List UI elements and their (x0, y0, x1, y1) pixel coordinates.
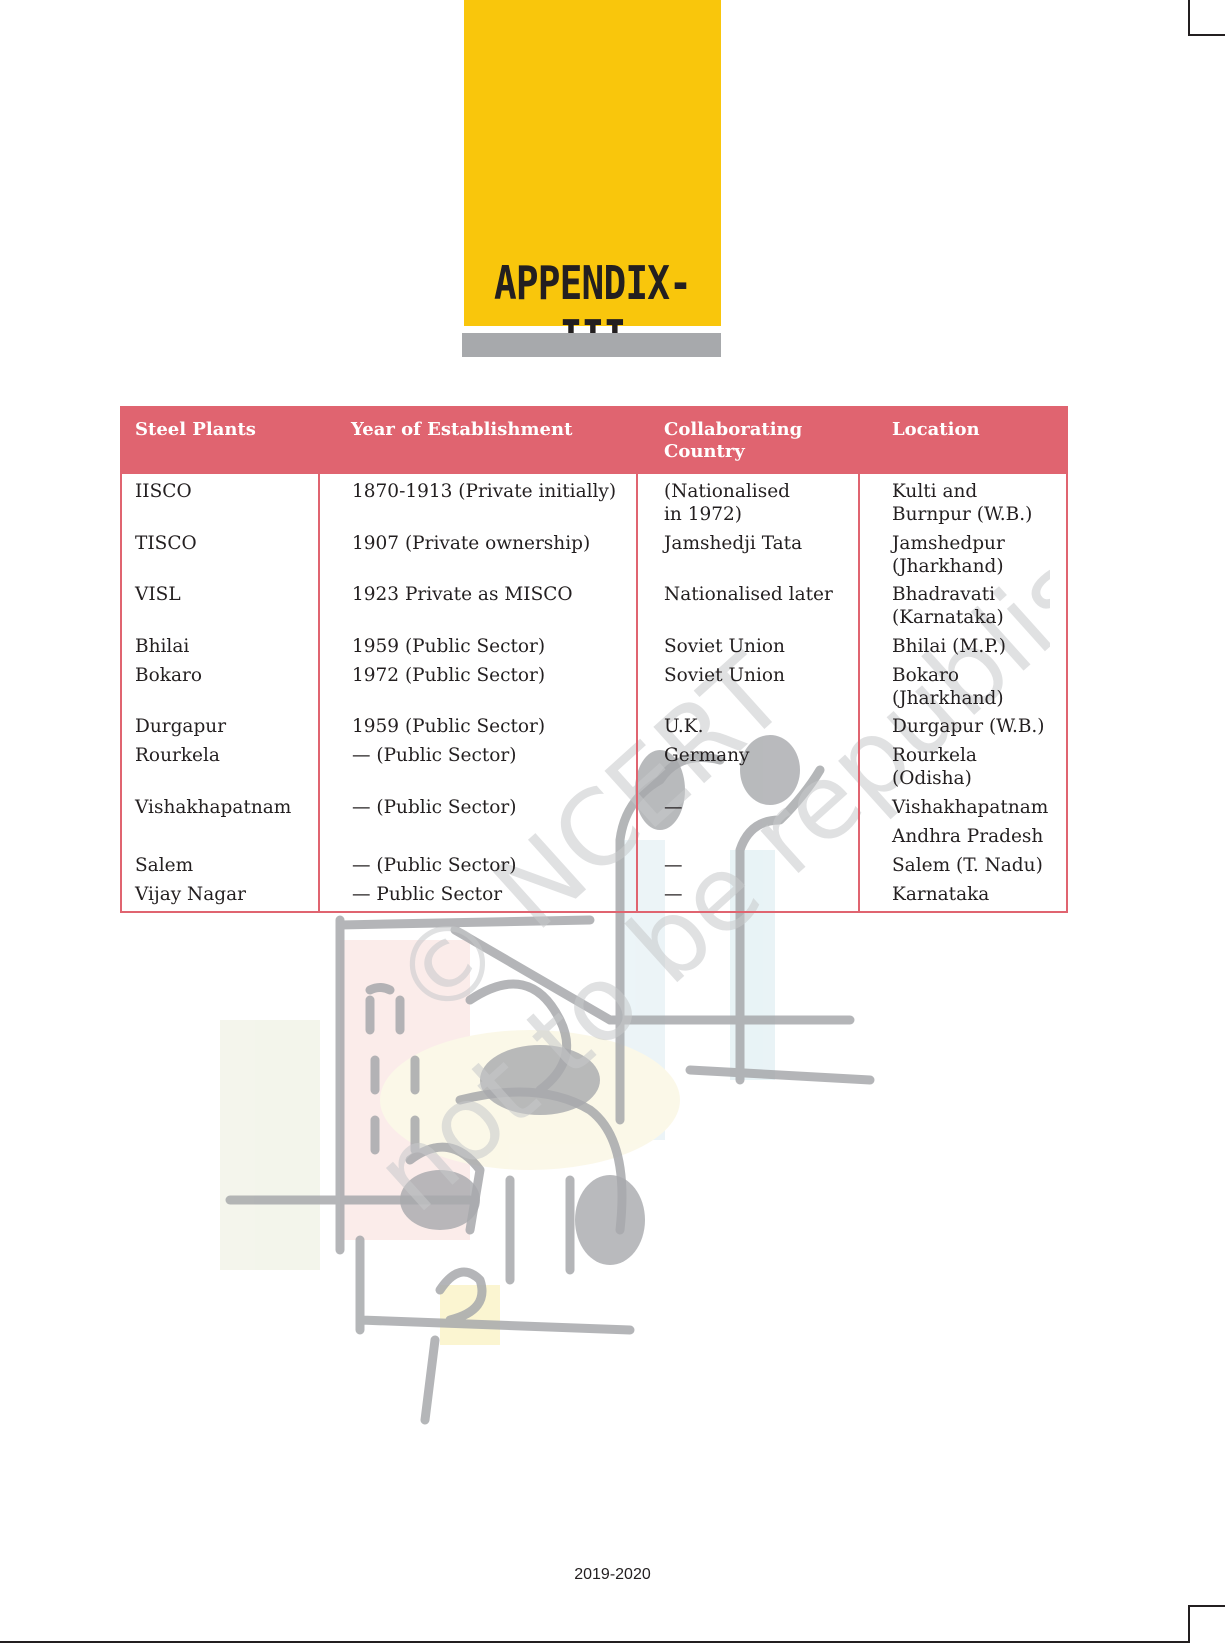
cell-plant: Bokaro (135, 665, 202, 686)
cell-year: 1870-1913 (Private initially) (352, 481, 617, 502)
cell-location: Karnataka (892, 884, 990, 905)
cell-location: (Jharkhand) (892, 688, 1004, 709)
cell-location: (Odisha) (892, 768, 972, 789)
cell-year: — (Public Sector) (352, 797, 517, 818)
cell-year: 1959 (Public Sector) (352, 716, 546, 737)
page-title: APPENDIX-III (493, 256, 692, 364)
cell-location: Durgapur (W.B.) (892, 716, 1045, 737)
cell-year: — (Public Sector) (352, 745, 517, 766)
cell-country: Soviet Union (664, 665, 785, 686)
cell-location: (Jharkhand) (892, 556, 1004, 577)
cell-location: Rourkela (892, 745, 977, 766)
cell-country: U.K. (664, 716, 704, 737)
cell-country: — (664, 855, 683, 876)
cell-location: Bhilai (M.P.) (892, 636, 1007, 657)
column-divider (636, 474, 638, 911)
column-divider (318, 474, 320, 911)
cell-location: Burnpur (W.B.) (892, 504, 1033, 525)
cell-country: Soviet Union (664, 636, 785, 657)
title-color-block (464, 0, 721, 326)
cell-country: — (664, 884, 683, 905)
column-divider (858, 474, 860, 911)
cell-plant: Vishakhapatnam (135, 797, 292, 818)
cell-location: Jamshedpur (892, 533, 1005, 554)
cell-plant: Durgapur (135, 716, 227, 737)
cell-year: — (Public Sector) (352, 855, 517, 876)
header-country: Collaborating Country (664, 419, 803, 462)
cell-plant: Bhilai (135, 636, 190, 657)
cell-plant: TISCO (135, 533, 197, 554)
watermark: © NCERT not to be republished (352, 560, 1050, 1235)
cell-location: Bhadravati (892, 584, 996, 605)
header-steel-plants: Steel Plants (135, 419, 256, 440)
page-bottom-rule (0, 1641, 1188, 1643)
page-footer-year: 2019-2020 (574, 1566, 651, 1583)
steel-plants-table: Steel Plants Year of Establishment Colla… (120, 406, 1068, 913)
cell-location: Vishakhapatnam (892, 797, 1049, 818)
header-year: Year of Establishment (351, 419, 573, 440)
cell-year: 1923 Private as MISCO (352, 584, 573, 605)
cell-location: (Karnataka) (892, 607, 1004, 628)
cell-country: Germany (664, 745, 750, 766)
cell-location: Andhra Pradesh (892, 826, 1044, 847)
cell-country: (Nationalised (664, 481, 790, 502)
cell-plant: Vijay Nagar (135, 884, 246, 905)
cell-location: Salem (T. Nadu) (892, 855, 1043, 876)
cell-plant: VISL (135, 584, 181, 605)
cell-year: 1907 (Private ownership) (352, 533, 591, 554)
cell-plant: Salem (135, 855, 194, 876)
factory-worker-illustration (220, 735, 875, 1425)
cell-country: Jamshedji Tata (664, 533, 803, 554)
cell-location: Bokaro (892, 665, 959, 686)
cell-plant: Rourkela (135, 745, 220, 766)
cell-year: — Public Sector (352, 884, 503, 905)
title-underline-bar (462, 333, 721, 357)
crop-mark-top-right (1188, 0, 1225, 36)
cell-year: 1959 (Public Sector) (352, 636, 546, 657)
header-location: Location (892, 419, 980, 440)
cell-location: Kulti and (892, 481, 978, 502)
cell-country: Nationalised later (664, 584, 833, 605)
crop-mark-bottom-right (1188, 1605, 1225, 1643)
cell-country: in 1972) (664, 504, 743, 525)
cell-plant: IISCO (135, 481, 192, 502)
table-header: Steel Plants Year of Establishment Colla… (122, 408, 1066, 474)
cell-country: — (664, 797, 683, 818)
cell-year: 1972 (Public Sector) (352, 665, 546, 686)
